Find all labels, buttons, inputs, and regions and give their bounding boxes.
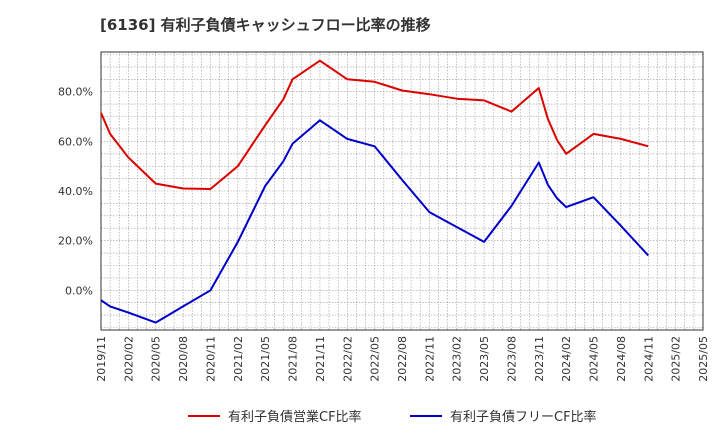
x-tick-label: 2021/02 <box>232 336 245 382</box>
x-tick-label: 2022/11 <box>423 336 436 382</box>
y-tick-label: 60.0% <box>58 135 93 148</box>
x-tick-label: 2023/08 <box>506 336 519 382</box>
y-axis: 0.0% 20.0% 40.0% 60.0% 80.0% <box>58 86 93 298</box>
x-tick-label: 2020/02 <box>122 336 135 382</box>
series-lines <box>100 59 650 324</box>
x-tick-label: 2024/11 <box>642 336 655 382</box>
x-tick-label: 2025/02 <box>670 336 683 382</box>
x-tick-label: 2023/05 <box>478 336 491 382</box>
x-axis: 2019/11 2020/02 2020/05 2020/08 2020/11 2021/… <box>95 336 710 382</box>
x-tick-label: 2019/11 <box>95 336 108 382</box>
x-tick-label: 2024/05 <box>588 336 601 382</box>
x-tick-label: 2021/08 <box>287 336 300 382</box>
plot-area <box>100 51 704 331</box>
x-tick-label: 2021/11 <box>314 336 327 382</box>
x-tick-label: 2022/05 <box>369 336 382 382</box>
y-tick-label: 80.0% <box>58 86 93 99</box>
x-tick-label: 2023/11 <box>533 336 546 382</box>
series-line-free-cf <box>100 119 650 324</box>
x-tick-label: 2025/05 <box>697 336 710 382</box>
x-tick-label: 2022/02 <box>341 336 354 382</box>
x-tick-label: 2020/11 <box>205 336 218 382</box>
y-tick-label: 20.0% <box>58 235 93 248</box>
legend-label: 有利子負債営業CF比率 <box>228 409 362 425</box>
y-tick-label: 40.0% <box>58 185 93 198</box>
x-tick-label: 2023/02 <box>451 336 464 382</box>
grid <box>100 52 704 330</box>
x-tick-label: 2024/02 <box>560 336 573 382</box>
legend: 有利子負債営業CF比率 有利子負債フリーCF比率 <box>188 409 597 425</box>
x-tick-label: 2020/08 <box>177 336 190 382</box>
legend-label: 有利子負債フリーCF比率 <box>450 409 597 425</box>
x-tick-label: 2021/05 <box>259 336 272 382</box>
x-tick-label: 2020/05 <box>150 336 163 382</box>
y-tick-label: 0.0% <box>65 284 93 297</box>
chart-title: [6136] 有利子負債キャッシュフロー比率の推移 <box>100 16 431 34</box>
x-tick-label: 2024/08 <box>615 336 628 382</box>
x-tick-label: 2022/08 <box>396 336 409 382</box>
series-line-operating-cf <box>100 59 649 190</box>
